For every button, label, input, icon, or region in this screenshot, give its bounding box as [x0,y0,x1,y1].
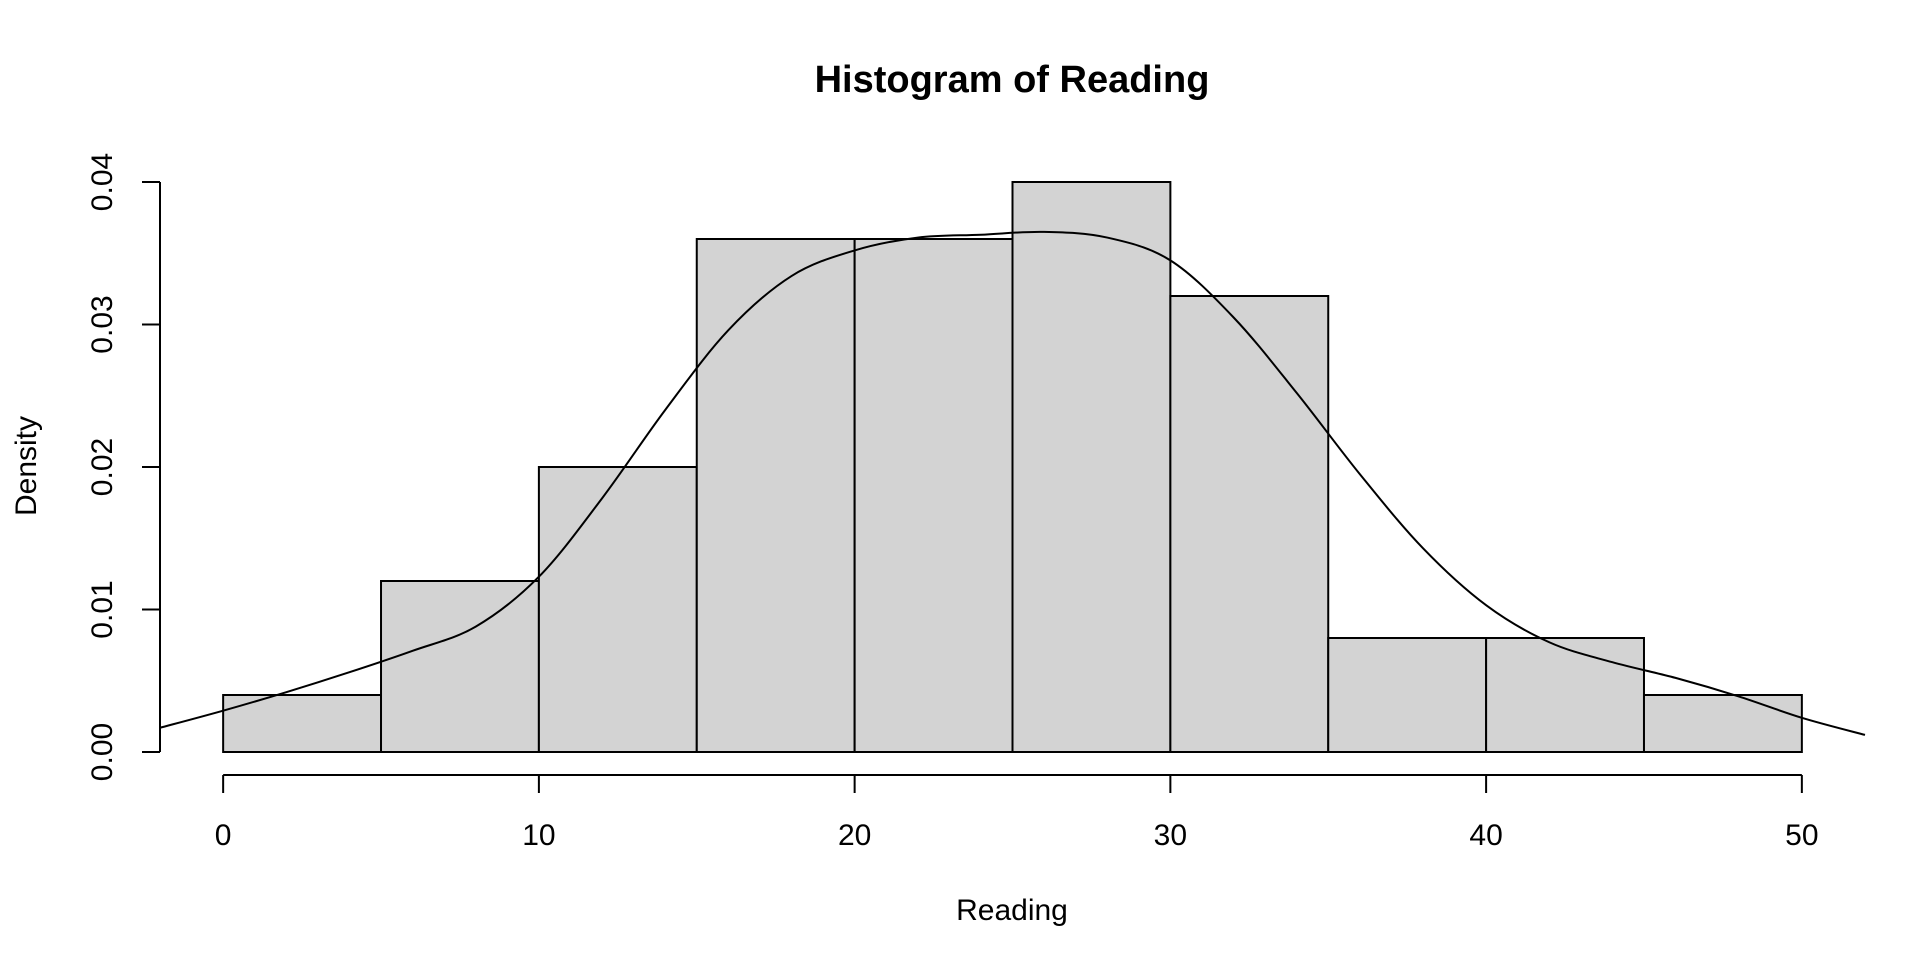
y-tick-label: 0.02 [86,438,119,496]
histogram-bar-8 [1327,637,1488,753]
histogram-bar-6 [1011,181,1172,753]
histogram-bar-1 [222,694,383,753]
density-curve [159,230,1866,736]
y-axis-title: Density [10,416,43,516]
histogram-bar-7 [1169,295,1330,753]
x-tick-label: 10 [522,819,555,852]
x-tick-label: 40 [1469,819,1502,852]
histogram-bar-9 [1485,637,1645,753]
x-tick-label: 0 [215,819,232,852]
x-axis: 0 10 20 30 40 50 [215,774,1819,852]
y-tick-label: 0.04 [86,153,119,211]
y-tick-label: 0.01 [86,580,119,638]
y-tick-label: 0.00 [86,723,119,781]
histogram-bar-3 [537,466,698,753]
x-tick-label: 30 [1154,819,1187,852]
histogram-bars [222,181,1803,753]
histogram-bar-2 [380,580,540,753]
y-tick-label: 0.03 [86,295,119,353]
x-tick-label: 50 [1785,819,1818,852]
histogram-bar-4 [695,238,856,753]
y-axis: 0.00 0.01 0.02 0.03 0.04 [86,153,161,781]
histogram-bar-5 [853,238,1014,753]
chart-title: Histogram of Reading [815,59,1210,101]
histogram-bar-10 [1642,694,1803,753]
x-tick-label: 20 [838,819,871,852]
x-axis-title: Reading [956,894,1068,927]
